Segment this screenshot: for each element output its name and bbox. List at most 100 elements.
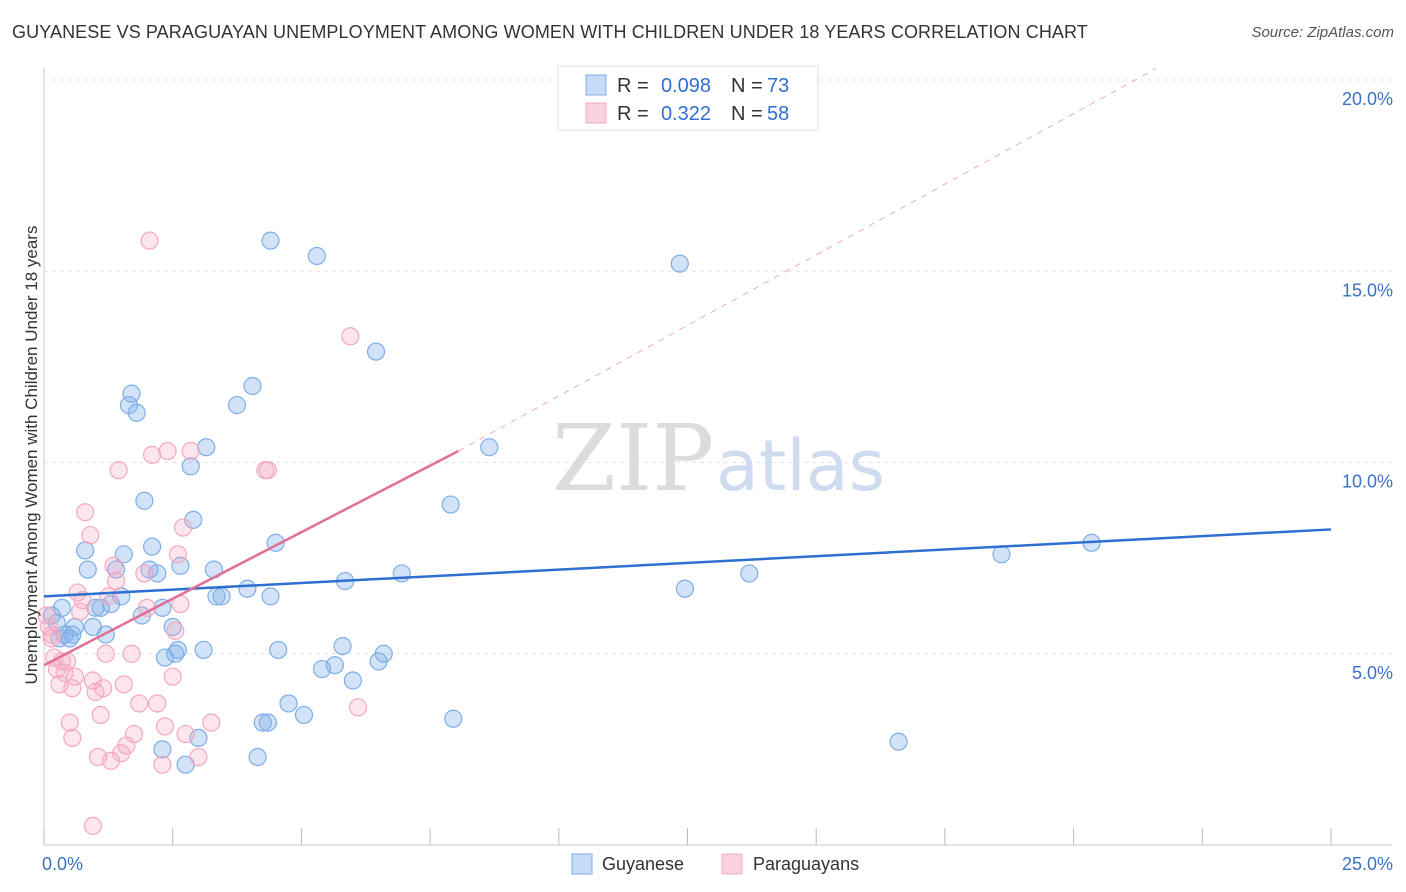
point-paraguayans-10 [63, 728, 82, 748]
point-paraguayans-57 [63, 679, 82, 698]
trend-line-guyanese [43, 528, 1332, 598]
point-guyanese-68 [675, 579, 695, 598]
point-paraguayans-55 [83, 816, 103, 835]
y-tick-label-3: 20.0% [1342, 89, 1393, 109]
chart-title: GUYANESE VS PARAGUAYAN UNEMPLOYMENT AMON… [12, 22, 1088, 42]
point-paraguayans-37 [143, 445, 162, 464]
point-paraguayans-7 [55, 663, 74, 682]
bottom-legend: Guyanese Paraguayans [571, 853, 859, 875]
point-guyanese-66 [480, 438, 499, 457]
top-legend-swatch-guyanese [585, 74, 607, 96]
point-guyanese-53 [294, 705, 314, 725]
point-guyanese-35 [184, 510, 203, 529]
point-guyanese-19 [122, 384, 141, 403]
point-guyanese-24 [143, 537, 162, 556]
top-legend-swatch-paraguayans [585, 102, 607, 124]
point-paraguayans-17 [83, 671, 103, 690]
point-paraguayans-20 [91, 705, 110, 725]
point-guyanese-45 [248, 747, 267, 767]
top-legend-r-label-guyanese: R = [617, 75, 649, 97]
point-guyanese-65 [444, 709, 463, 728]
top-legend-r-value-guyanese: 0.098 [661, 75, 711, 97]
point-paraguayans-11 [65, 667, 84, 686]
point-paraguayans-36 [140, 231, 159, 250]
point-guyanese-25 [148, 564, 167, 583]
point-paraguayans-27 [109, 461, 128, 480]
chart-source: Source: ZipAtlas.com [1251, 24, 1394, 41]
y-tick-label-2: 15.0% [1342, 280, 1393, 300]
point-guyanese-8 [76, 541, 95, 560]
point-guyanese-44 [243, 376, 262, 396]
axes [43, 68, 1392, 846]
point-paraguayans-31 [122, 644, 141, 663]
point-guyanese-18 [119, 396, 139, 415]
top-legend: R = 0.098 N = 73 R = 0.322 N = 58 [557, 65, 819, 131]
point-paraguayans-25 [104, 556, 123, 575]
point-guyanese-47 [258, 713, 278, 732]
point-guyanese-28 [153, 740, 172, 759]
x-tick-labels: 0.0% 25.0% [42, 854, 1393, 874]
data-points [37, 231, 1101, 835]
point-guyanese-37 [194, 640, 213, 660]
point-paraguayans-24 [101, 751, 121, 770]
point-paraguayans-43 [166, 621, 185, 640]
point-paraguayans-48 [181, 441, 200, 461]
point-guyanese-70 [889, 732, 908, 751]
point-paraguayans-32 [124, 724, 144, 744]
point-paraguayans-29 [114, 675, 133, 694]
bottom-legend-swatch-guyanese [571, 853, 593, 875]
point-guyanese-59 [343, 671, 362, 690]
point-guyanese-51 [269, 640, 288, 660]
point-guyanese-22 [135, 491, 154, 510]
point-guyanese-43 [238, 579, 257, 598]
point-guyanese-41 [212, 587, 231, 606]
point-guyanese-49 [261, 231, 280, 250]
point-paraguayans-26 [106, 571, 126, 591]
point-guyanese-48 [261, 587, 280, 606]
point-paraguayans-16 [81, 526, 100, 545]
point-guyanese-34 [181, 457, 200, 476]
top-legend-r-label-paraguayans: R = [617, 103, 649, 125]
point-paraguayans-14 [73, 591, 92, 610]
top-legend-n-value-guyanese: 73 [767, 75, 789, 97]
point-guyanese-57 [333, 636, 352, 656]
bottom-legend-label-guyanese: Guyanese [602, 854, 684, 874]
point-paraguayans-0 [37, 606, 56, 625]
point-paraguayans-23 [99, 587, 118, 606]
point-paraguayans-15 [76, 503, 95, 522]
point-paraguayans-2 [42, 625, 61, 644]
point-guyanese-54 [307, 246, 326, 266]
point-guyanese-64 [441, 495, 460, 514]
point-guyanese-62 [374, 644, 393, 663]
bottom-legend-swatch-paraguayans [721, 853, 743, 875]
point-guyanese-60 [366, 342, 386, 361]
point-paraguayans-41 [158, 441, 177, 461]
watermark-zip: ZIP [552, 405, 714, 512]
point-guyanese-63 [392, 564, 411, 583]
point-paraguayans-53 [341, 327, 360, 346]
bottom-legend-label-paraguayans: Paraguayans [753, 854, 859, 874]
point-paraguayans-34 [135, 564, 154, 583]
watermark-atlas: atlas [716, 425, 885, 507]
y-tick-labels: 5.0% 10.0% 15.0% 20.0% [1342, 89, 1393, 683]
point-paraguayans-46 [173, 518, 193, 537]
point-paraguayans-44 [168, 545, 187, 564]
point-guyanese-3 [52, 598, 72, 617]
point-guyanese-71 [992, 545, 1011, 564]
point-paraguayans-42 [163, 667, 182, 686]
top-legend-n-label-guyanese: N = [731, 75, 763, 97]
point-paraguayans-22 [96, 644, 115, 663]
point-guyanese-69 [740, 564, 759, 583]
point-guyanese-9 [78, 560, 97, 579]
y-axis-title: Unemployment Among Women with Children U… [22, 226, 41, 685]
point-guyanese-17 [114, 545, 133, 564]
trend-line-extended-paraguayans [458, 68, 1157, 452]
point-guyanese-46 [253, 713, 272, 732]
point-guyanese-56 [325, 656, 344, 675]
point-guyanese-38 [197, 438, 216, 457]
point-paraguayans-49 [189, 747, 208, 767]
trend-line-paraguayans [43, 449, 459, 667]
top-legend-r-value-paraguayans: 0.322 [661, 103, 711, 125]
point-guyanese-42 [227, 396, 247, 415]
